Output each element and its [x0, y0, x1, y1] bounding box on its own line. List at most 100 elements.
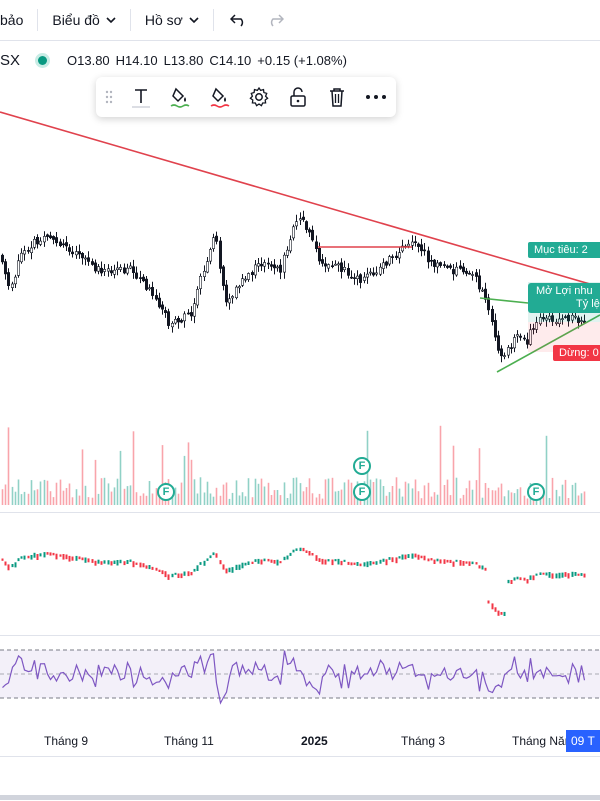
profile-menu-button[interactable]: Hồ sơ [145, 0, 199, 40]
volume-bar [129, 485, 132, 505]
lock-button[interactable] [278, 77, 317, 117]
indicator-bar [254, 559, 257, 562]
indicator-bar [180, 573, 183, 579]
candle-body [51, 236, 55, 240]
indicator-bar [340, 560, 343, 566]
indicator-bar [302, 547, 305, 552]
indicator-bar [407, 554, 410, 558]
indicator-bar [414, 553, 417, 558]
volume-bar [187, 442, 190, 505]
market-status-dot[interactable] [38, 55, 48, 65]
more-button[interactable] [357, 77, 396, 117]
candle-body [247, 273, 251, 280]
drag-handle[interactable] [96, 77, 121, 117]
indicator-bar [30, 555, 33, 560]
uptrend-line[interactable] [496, 314, 600, 373]
candle-body [113, 269, 117, 275]
volume-bar [49, 491, 52, 505]
redo-button[interactable] [264, 0, 286, 40]
settings-button[interactable] [239, 77, 278, 117]
symbol-name[interactable]: SX [0, 51, 21, 69]
delete-button[interactable] [318, 77, 357, 117]
profit-info-tag[interactable]: Mở Lợi nhu Tỷ lệ [528, 283, 600, 313]
indicator-bar [452, 561, 455, 567]
volume-bar [417, 491, 420, 505]
volume-bar [103, 477, 106, 505]
candle-body [275, 266, 279, 269]
alerts-menu[interactable]: bảo [0, 0, 23, 40]
volume-bar [523, 495, 526, 505]
candle-body [91, 261, 95, 265]
indicator-bar [251, 561, 254, 564]
indicator-bar [203, 560, 206, 566]
indicator-bar [510, 580, 513, 584]
line-color-button[interactable] [161, 77, 200, 117]
candle-body [336, 263, 340, 266]
earnings-event-marker[interactable]: F [157, 483, 175, 501]
indicator-bar [494, 607, 497, 612]
candle-body [320, 259, 324, 264]
indicator-bar [199, 562, 202, 565]
volume-bar [379, 479, 382, 505]
fill-color-button[interactable] [200, 77, 239, 117]
candle-body [0, 254, 5, 263]
candle-body [368, 271, 372, 274]
candle-body [374, 272, 378, 275]
candle-body [272, 264, 276, 269]
candle-body [238, 286, 242, 289]
earnings-event-marker[interactable]: F [527, 483, 545, 501]
volume-bar [33, 490, 36, 505]
candle-body [579, 320, 583, 322]
x-axis-label: Tháng 3 [401, 734, 446, 748]
volume-bar [545, 435, 548, 505]
indicator-bar [411, 553, 414, 559]
candle-body [259, 263, 263, 267]
volume-bar [155, 488, 158, 505]
volume-bar [142, 493, 145, 505]
earnings-event-marker[interactable]: F [353, 457, 371, 475]
pane-separator[interactable] [0, 512, 600, 513]
text-button[interactable] [121, 77, 160, 117]
target-price-tag[interactable]: Mục tiêu: 2 [528, 242, 600, 258]
indicator-bar [299, 547, 302, 552]
candle-body [81, 253, 85, 259]
pane-separator[interactable] [0, 635, 600, 636]
candle-body [518, 335, 522, 338]
candle-body [330, 265, 334, 268]
volume-bar [199, 477, 202, 505]
chart-menu-button[interactable]: Biểu đồ [52, 0, 116, 40]
downtrend-line[interactable] [0, 111, 600, 288]
candle-body [480, 289, 484, 292]
price-chart[interactable] [0, 40, 600, 770]
indicator-bar [151, 566, 154, 570]
candle-body [107, 268, 111, 272]
indicator-bar [100, 561, 103, 565]
volume-bar [571, 484, 574, 505]
volume-bar [347, 479, 350, 505]
candle-body [161, 304, 165, 310]
indicator-bar [68, 555, 71, 562]
candle-body [451, 269, 455, 275]
indicator-bar [126, 560, 129, 564]
indicator-bar [244, 562, 247, 566]
candle-body [426, 250, 430, 263]
stop-price-tag[interactable]: Dừng: 0 [553, 345, 600, 361]
earnings-event-marker[interactable]: F [353, 483, 371, 501]
indicator-bar [430, 558, 433, 561]
undo-button[interactable] [228, 0, 250, 40]
volume-bar [283, 482, 286, 505]
position-entry-line[interactable] [479, 297, 529, 304]
candle-body [486, 297, 490, 311]
indicator-bar [391, 557, 394, 563]
indicator-bar [145, 565, 148, 569]
volume-bar [43, 479, 46, 505]
indicator-bar [139, 562, 142, 568]
indicator-bar [270, 559, 273, 563]
indicator-bar [564, 572, 567, 577]
candle-body [97, 266, 101, 272]
candle-body [323, 263, 327, 267]
candle-body [454, 266, 458, 276]
candle-body [251, 272, 255, 275]
indicator-bar [164, 571, 167, 578]
volume-bar [286, 498, 289, 505]
